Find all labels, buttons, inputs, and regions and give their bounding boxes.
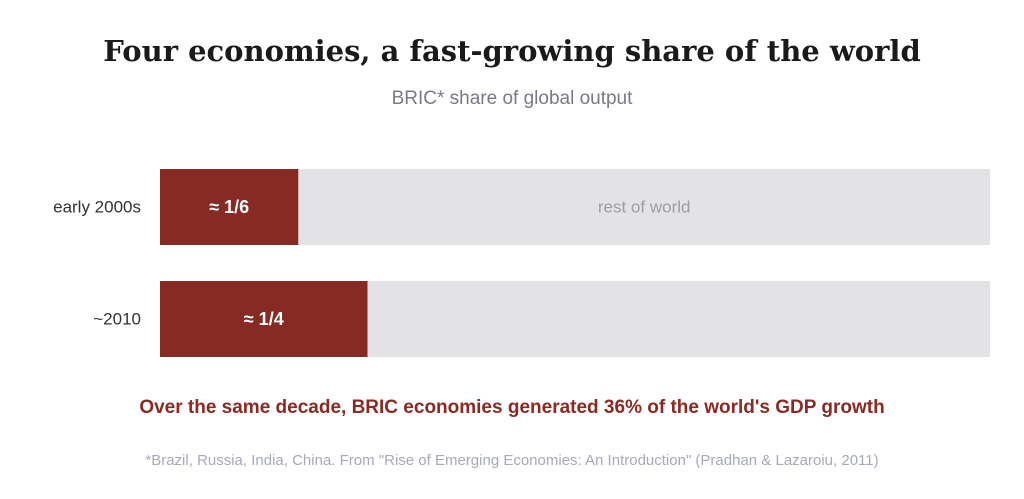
category-label: ~2010 (93, 310, 141, 329)
category-label: early 2000s (53, 198, 141, 217)
bric-share-label: ≈ 1/4 (244, 309, 284, 329)
rest-of-world-bar (298, 169, 991, 245)
chart-title: Four economies, a fast-growing share of … (103, 34, 921, 68)
rest-of-world-label: rest of world (598, 198, 691, 217)
chart-subtitle: BRIC* share of global output (391, 88, 633, 109)
bric-share-label: ≈ 1/6 (209, 197, 249, 217)
source-footnote: *Brazil, Russia, India, China. From "Ris… (145, 452, 879, 469)
bric-share-bar (160, 169, 299, 245)
rest-of-world-bar (367, 281, 990, 357)
bric-share-bar (160, 281, 368, 357)
growth-annotation: Over the same decade, BRIC economies gen… (139, 397, 885, 418)
